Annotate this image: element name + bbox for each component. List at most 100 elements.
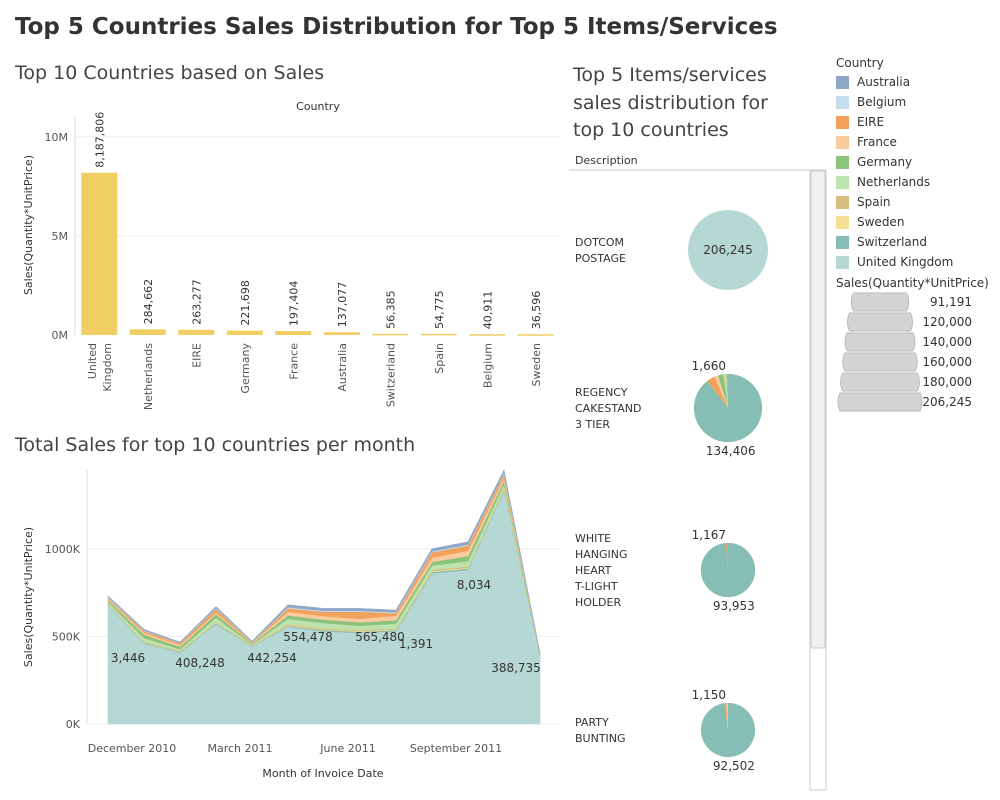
pie-slice (714, 375, 728, 408)
pie-item-name: 3 TIER (575, 418, 610, 431)
bar-value-label: 197,404 (287, 281, 300, 327)
area-data-label: 442,254 (247, 651, 297, 665)
bar-value-label: 137,077 (336, 282, 349, 328)
bar-category-label: Kingdom (101, 343, 114, 392)
bar-chart-title: Top 10 Countries based on Sales (15, 62, 325, 84)
pie-slice (707, 376, 728, 408)
pie-item-name: WHITE (575, 532, 611, 545)
pie-chart-title: Top 5 Items/services sales distribution … (573, 64, 768, 141)
area-y-tick: 1000K (45, 543, 81, 556)
pie-value-label: 93,953 (713, 599, 755, 613)
pie-item-name: BUNTING (575, 732, 626, 745)
legend-item[interactable]: Belgium (836, 92, 996, 112)
legend-swatch (836, 255, 849, 269)
pie-slice (700, 702, 756, 758)
legend-swatch (836, 135, 849, 149)
area-data-label: 1,391 (399, 637, 433, 651)
bar-category-label: Sweden (530, 343, 543, 386)
pie-value-label: 92,502 (713, 759, 755, 773)
bar-category-label: EIRE (190, 343, 203, 368)
bar-y-tick: 10M (45, 131, 69, 144)
bar-category-label: Germany (239, 343, 252, 394)
area-data-label: 388,735 (491, 661, 541, 675)
area-x-tick: March 2011 (207, 742, 272, 755)
legend-panel: Country Australia Belgium EIRE France German… (836, 56, 996, 424)
size-legend-shape (837, 392, 923, 412)
legend-swatch (836, 235, 849, 249)
legend-item[interactable]: Spain (836, 192, 996, 212)
legend-item[interactable]: Germany (836, 152, 996, 172)
area-y-axis-label: Sales(Quantity*UnitPrice) (22, 527, 35, 667)
legend-swatch (836, 175, 849, 189)
bar-category-label: United (86, 343, 99, 379)
bar-value-label: 8,187,806 (93, 112, 106, 168)
area-x-tick: December 2010 (88, 742, 177, 755)
bar-value-label: 263,277 (190, 279, 203, 325)
pie-chart: Description DOTCOM POSTAGE 206,245 REGENCY CA… (569, 154, 827, 791)
legend-label: Sweden (857, 215, 905, 229)
legend-label: Germany (857, 155, 913, 169)
pie-slice (718, 374, 728, 408)
legend-item[interactable]: Australia (836, 72, 996, 92)
country-legend[interactable]: Australia Belgium EIRE France Germany Netherl… (836, 72, 996, 272)
legend-swatch (836, 95, 849, 109)
area-x-axis-label: Month of Invoice Date (262, 767, 383, 780)
bar-category-label: France (287, 343, 300, 380)
area-data-label: 554,478 (283, 630, 333, 644)
pie-small-label: 1,660 (692, 359, 726, 373)
bar-value-label: 36,596 (530, 291, 543, 330)
area-data-label: 8,034 (457, 578, 491, 592)
bar (178, 329, 215, 335)
legend-item[interactable]: EIRE (836, 112, 996, 132)
size-legend: 91,191 120,000 140,000 160,000 180,000 206,24… (837, 292, 972, 412)
bar-y-tick: 5M (52, 230, 69, 243)
pie-item-name: HANGING (575, 548, 628, 561)
pie-item-name: HOLDER (575, 596, 621, 609)
pie-item-name: T-LIGHT (574, 580, 618, 593)
area-y-tick: 0K (66, 718, 81, 731)
pie-item-name: DOTCOM (575, 236, 624, 249)
size-legend-shape (844, 332, 916, 352)
legend-label: EIRE (857, 115, 885, 129)
bar (275, 331, 312, 335)
legend-label: Australia (857, 75, 911, 89)
bar-category-label: Switzerland (384, 343, 397, 407)
country-legend-title: Country (836, 56, 884, 70)
bar-y-tick: 0M (52, 329, 69, 342)
legend-swatch (836, 115, 849, 129)
size-legend-shape (840, 372, 920, 392)
size-legend-label: 91,191 (930, 295, 972, 309)
area-data-label: 3,446 (111, 651, 145, 665)
legend-swatch (836, 155, 849, 169)
area-series (107, 490, 541, 725)
bar (372, 333, 409, 336)
size-legend-label: 180,000 (922, 375, 972, 389)
legend-item[interactable]: Switzerland (836, 232, 996, 252)
bar-chart: Country 0M 5M 10M Sales(Quantity*UnitPrice) 8… (22, 100, 560, 410)
size-legend-label: 206,245 (922, 395, 972, 409)
pie-item-name: CAKESTAND (575, 402, 641, 415)
pie-value-label: 206,245 (703, 243, 753, 257)
area-data-label: 408,248 (175, 656, 225, 670)
legend-item[interactable]: France (836, 132, 996, 152)
bar (469, 334, 506, 336)
area-x-tick: September 2011 (410, 742, 502, 755)
pie-slice (727, 373, 728, 408)
legend-item[interactable]: United Kingdom (836, 252, 996, 272)
pie-small-label: 1,167 (692, 528, 726, 542)
size-legend-title: Sales(Quantity*UnitPrice) (836, 276, 989, 290)
dashboard-title: Top 5 Countries Sales Distribution for T… (15, 14, 778, 40)
legend-item[interactable]: Sweden (836, 212, 996, 232)
size-legend-shape (842, 352, 918, 372)
legend-item[interactable]: Netherlands (836, 172, 996, 192)
pie-slice (723, 373, 728, 408)
legend-label: United Kingdom (857, 255, 954, 269)
bar-value-label: 56,385 (384, 290, 397, 329)
pie-slice (725, 373, 728, 408)
pie-item-name: REGENCY (575, 386, 628, 399)
area-series (107, 469, 541, 654)
pie-item-name: POSTAGE (575, 252, 626, 265)
pie-header: Description (575, 154, 638, 167)
legend-swatch (836, 215, 849, 229)
pie-scrollbar-thumb (810, 170, 826, 649)
